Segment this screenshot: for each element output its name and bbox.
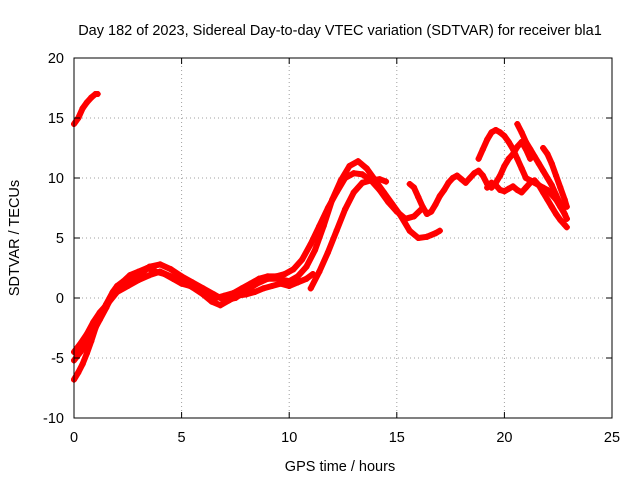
y-tick-label: 15 [48, 111, 64, 127]
data-trace [324, 227, 340, 256]
data-point [563, 203, 570, 210]
y-axis: -10 -5 0 5 10 15 20 [43, 51, 612, 427]
y-tick-label: 0 [56, 291, 64, 307]
data-point [436, 227, 443, 234]
y-tick-label: -10 [43, 411, 64, 427]
data-trace [342, 189, 357, 213]
chart-title: Day 182 of 2023, Sidereal Day-to-day VTE… [78, 23, 602, 39]
data-trace [333, 206, 349, 234]
x-axis: 0 5 10 15 20 25 [70, 58, 620, 446]
data-trace [307, 223, 323, 247]
x-tick-label: 0 [70, 430, 78, 446]
data-trace [316, 249, 331, 275]
series-track-i [514, 121, 570, 222]
data-trace [307, 268, 323, 292]
y-tick-label: 5 [56, 231, 64, 247]
data-trace [303, 247, 319, 270]
x-tick-label: 20 [496, 430, 512, 446]
data-trace [312, 223, 327, 253]
series-track-h [484, 177, 570, 231]
data-point [563, 224, 570, 231]
series-track-e [307, 176, 390, 292]
y-tick-label: 20 [48, 51, 64, 67]
data-trace [320, 196, 336, 229]
x-tick-label: 15 [389, 430, 405, 446]
data-points [71, 91, 570, 383]
y-axis-label: SDTVAR / TECUs [7, 180, 23, 296]
y-tick-label: -5 [51, 351, 64, 367]
x-tick-label: 5 [178, 430, 186, 446]
grid [74, 58, 612, 418]
data-trace [329, 177, 344, 203]
y-tick-label: 10 [48, 171, 64, 187]
data-point [383, 178, 390, 185]
data-point [94, 91, 101, 97]
x-tick-label: 10 [281, 430, 297, 446]
data-point [527, 155, 534, 162]
x-tick-label: 25 [604, 430, 620, 446]
series-track-c [71, 158, 443, 364]
series-track-a [71, 91, 101, 127]
x-axis-label: GPS time / hours [285, 459, 395, 475]
series-track-b [71, 170, 426, 383]
series-track-j [540, 145, 570, 210]
data-point [563, 215, 570, 222]
series-track-d [71, 268, 316, 355]
